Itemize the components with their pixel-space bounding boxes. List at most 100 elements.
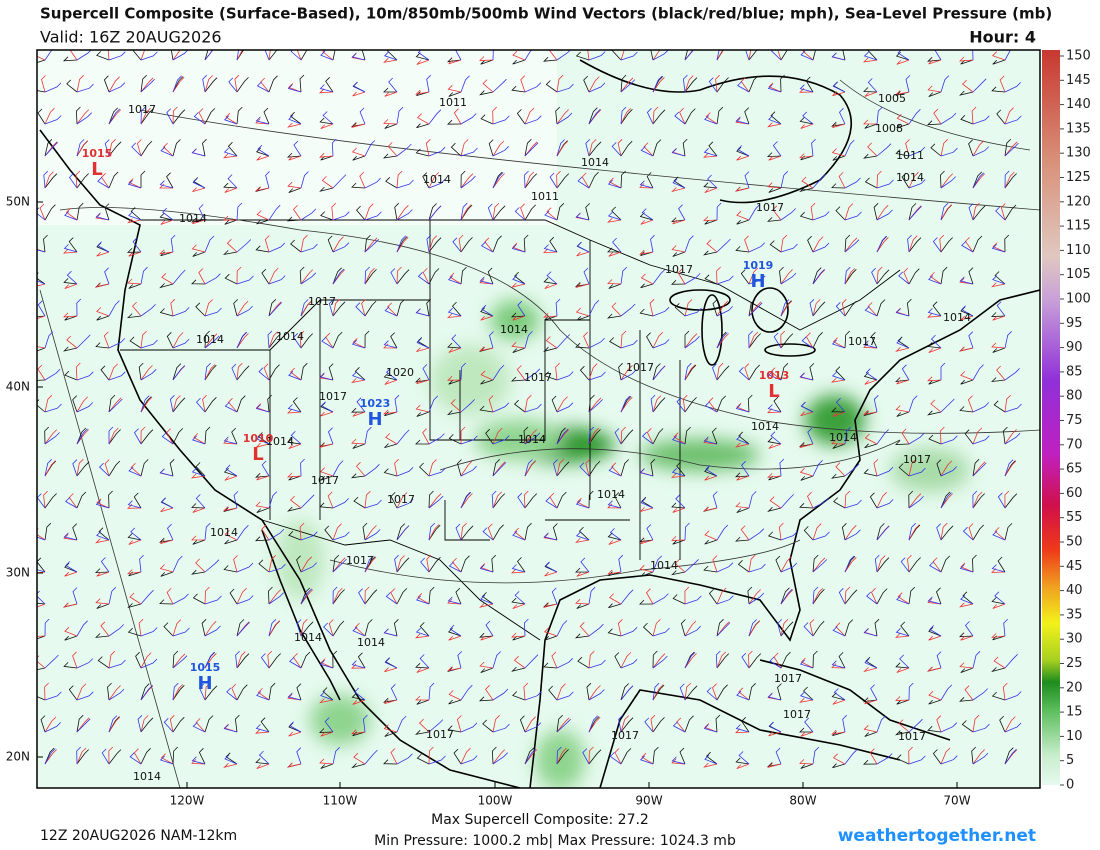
wind-barb xyxy=(544,561,558,573)
wind-barb xyxy=(351,123,366,129)
wind-barb xyxy=(140,717,154,733)
wind-barb xyxy=(108,108,121,125)
wind-barb xyxy=(447,307,462,317)
wind-barb xyxy=(646,108,654,125)
wind-barb xyxy=(319,660,334,669)
wind-barb xyxy=(355,302,366,317)
wind-barb xyxy=(608,466,622,477)
wind-barb xyxy=(614,652,622,669)
wind-barb xyxy=(482,79,494,93)
wind-barb xyxy=(448,699,462,705)
wind-barb xyxy=(204,625,221,637)
wind-barb xyxy=(321,176,334,189)
wind-barb xyxy=(384,667,398,673)
wind-barb xyxy=(289,367,302,381)
wind-barb xyxy=(831,439,846,445)
wind-barb xyxy=(896,411,910,417)
wind-barb xyxy=(844,269,857,285)
wind-barb xyxy=(960,595,974,605)
wind-barb xyxy=(1004,747,1014,765)
wind-barb xyxy=(684,77,698,93)
wind-barb xyxy=(704,274,718,285)
wind-barb xyxy=(140,652,152,669)
wind-barb xyxy=(748,333,761,349)
wind-barb xyxy=(108,300,120,317)
wind-barb xyxy=(44,722,61,733)
wind-barb xyxy=(972,554,977,573)
wind-barb xyxy=(132,301,142,317)
wind-barb xyxy=(460,173,474,189)
wind-barb xyxy=(844,266,851,285)
wind-barb xyxy=(449,272,462,285)
wind-barb xyxy=(769,656,782,669)
wind-barb xyxy=(223,438,238,445)
wind-barb xyxy=(646,172,654,189)
wind-barb xyxy=(128,211,142,221)
wind-barb xyxy=(384,123,398,129)
wind-barb xyxy=(799,659,814,669)
wind-barb xyxy=(543,313,558,318)
wind-barb xyxy=(97,177,110,189)
wind-barb xyxy=(991,691,1006,701)
wind-barb xyxy=(383,628,398,637)
wind-barb xyxy=(37,300,46,317)
wind-barb xyxy=(832,731,846,736)
wind-barb xyxy=(299,266,305,285)
wind-barb xyxy=(287,506,302,512)
wind-barb xyxy=(549,172,558,189)
wind-barb xyxy=(896,338,910,349)
wind-barb xyxy=(140,106,146,125)
wind-barb xyxy=(460,170,466,189)
wind-barb xyxy=(652,395,662,413)
wind-barb xyxy=(76,683,87,701)
wind-barb xyxy=(876,235,887,253)
wind-barb xyxy=(364,211,382,221)
wind-barb xyxy=(195,558,206,573)
wind-barb xyxy=(192,593,206,605)
wind-barb xyxy=(320,155,334,161)
wind-barb xyxy=(255,245,270,253)
wind-barb xyxy=(204,364,216,381)
wind-barb xyxy=(293,140,302,157)
wind-barb xyxy=(354,622,366,637)
wind-barb xyxy=(455,523,462,541)
wind-barb xyxy=(556,139,565,157)
wind-barb xyxy=(135,651,142,669)
wind-barb xyxy=(223,115,238,125)
wind-barb xyxy=(236,395,246,413)
isobar-label: 1017 xyxy=(898,730,926,743)
wind-barb xyxy=(448,690,462,701)
wind-barb xyxy=(972,749,985,765)
wind-barb xyxy=(871,587,878,605)
wind-barb xyxy=(908,433,925,445)
wind-barb xyxy=(223,565,238,573)
wind-barb xyxy=(236,621,250,637)
wind-barb xyxy=(652,655,668,669)
wind-barb xyxy=(388,77,398,93)
wind-barb xyxy=(684,330,690,348)
wind-barb xyxy=(927,312,942,318)
wind-barb xyxy=(908,493,922,509)
wind-barb xyxy=(908,179,926,189)
wind-barb xyxy=(191,244,206,253)
cuba xyxy=(759,659,951,741)
wind-barb xyxy=(460,175,476,189)
wind-barb xyxy=(163,142,174,157)
wind-barb xyxy=(204,330,210,349)
wind-barb xyxy=(224,401,238,413)
wind-barb xyxy=(770,367,782,381)
wind-barb xyxy=(960,59,974,65)
wind-barb xyxy=(873,459,879,477)
wind-barb xyxy=(224,273,238,285)
wind-barb xyxy=(863,153,878,159)
wind-barb xyxy=(863,468,878,477)
wind-barb xyxy=(255,724,270,733)
wind-barb xyxy=(396,143,412,157)
wind-barb xyxy=(492,462,507,477)
wind-barb xyxy=(480,379,494,385)
wind-barb xyxy=(642,622,654,637)
wind-barb xyxy=(460,525,474,541)
wind-barb xyxy=(546,207,558,221)
colorbar-label: 115 xyxy=(1066,219,1091,234)
wind-barb xyxy=(767,531,782,541)
